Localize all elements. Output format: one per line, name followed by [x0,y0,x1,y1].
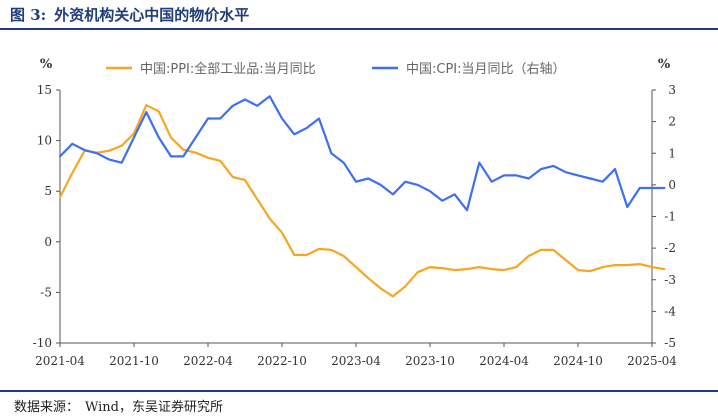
x-tick-label: 2022-10 [257,354,307,368]
right-tick-label: -3 [664,273,676,287]
figure-title-bar: 图 3: 外资机构关心中国的物价水平 [0,0,718,30]
x-tick-label: 2022-04 [183,354,233,368]
source-label: 数据来源： [14,400,80,415]
right-tick-label: 2 [668,115,676,129]
ppi-series-line [58,104,666,298]
source-note: 数据来源： Wind，东吴证券研究所 [0,390,718,419]
right-tick-label: -1 [664,210,676,224]
left-axis-unit: % [40,57,53,72]
left-tick-label: 5 [44,184,52,198]
x-tick-label: 2024-04 [479,354,529,368]
figure-title: 外资机构关心中国的物价水平 [54,5,250,24]
x-tick-label: 2021-04 [35,354,85,368]
right-tick-label: -5 [664,336,676,350]
x-tick-label: 2023-10 [405,354,455,368]
cpi-series-line [58,95,666,212]
x-tick-label: 2023-04 [331,354,381,368]
legend-cpi-label: 中国:CPI:当月同比（右轴） [406,62,566,77]
right-axis-unit: % [658,57,671,72]
right-tick-label: -4 [664,304,676,318]
figure-number: 图 3: [10,5,47,24]
left-tick-label: -5 [40,285,52,299]
right-tick-label: 1 [668,146,676,160]
x-tick-label: 2024-10 [553,354,603,368]
source-text: Wind，东吴证券研究所 [85,400,224,415]
legend-ppi-label: 中国:PPI:全部工业品:当月同比 [140,61,316,77]
left-tick-label: 10 [37,134,52,148]
right-tick-label: 0 [668,178,676,192]
left-tick-label: 15 [37,83,52,97]
x-tick-label: 2025-04 [627,354,677,368]
x-tick-label: 2021-10 [109,354,159,368]
right-tick-label: -2 [664,241,676,255]
left-tick-label: 0 [44,235,52,249]
right-tick-label: 3 [668,83,676,97]
left-tick-label: -10 [33,336,52,350]
